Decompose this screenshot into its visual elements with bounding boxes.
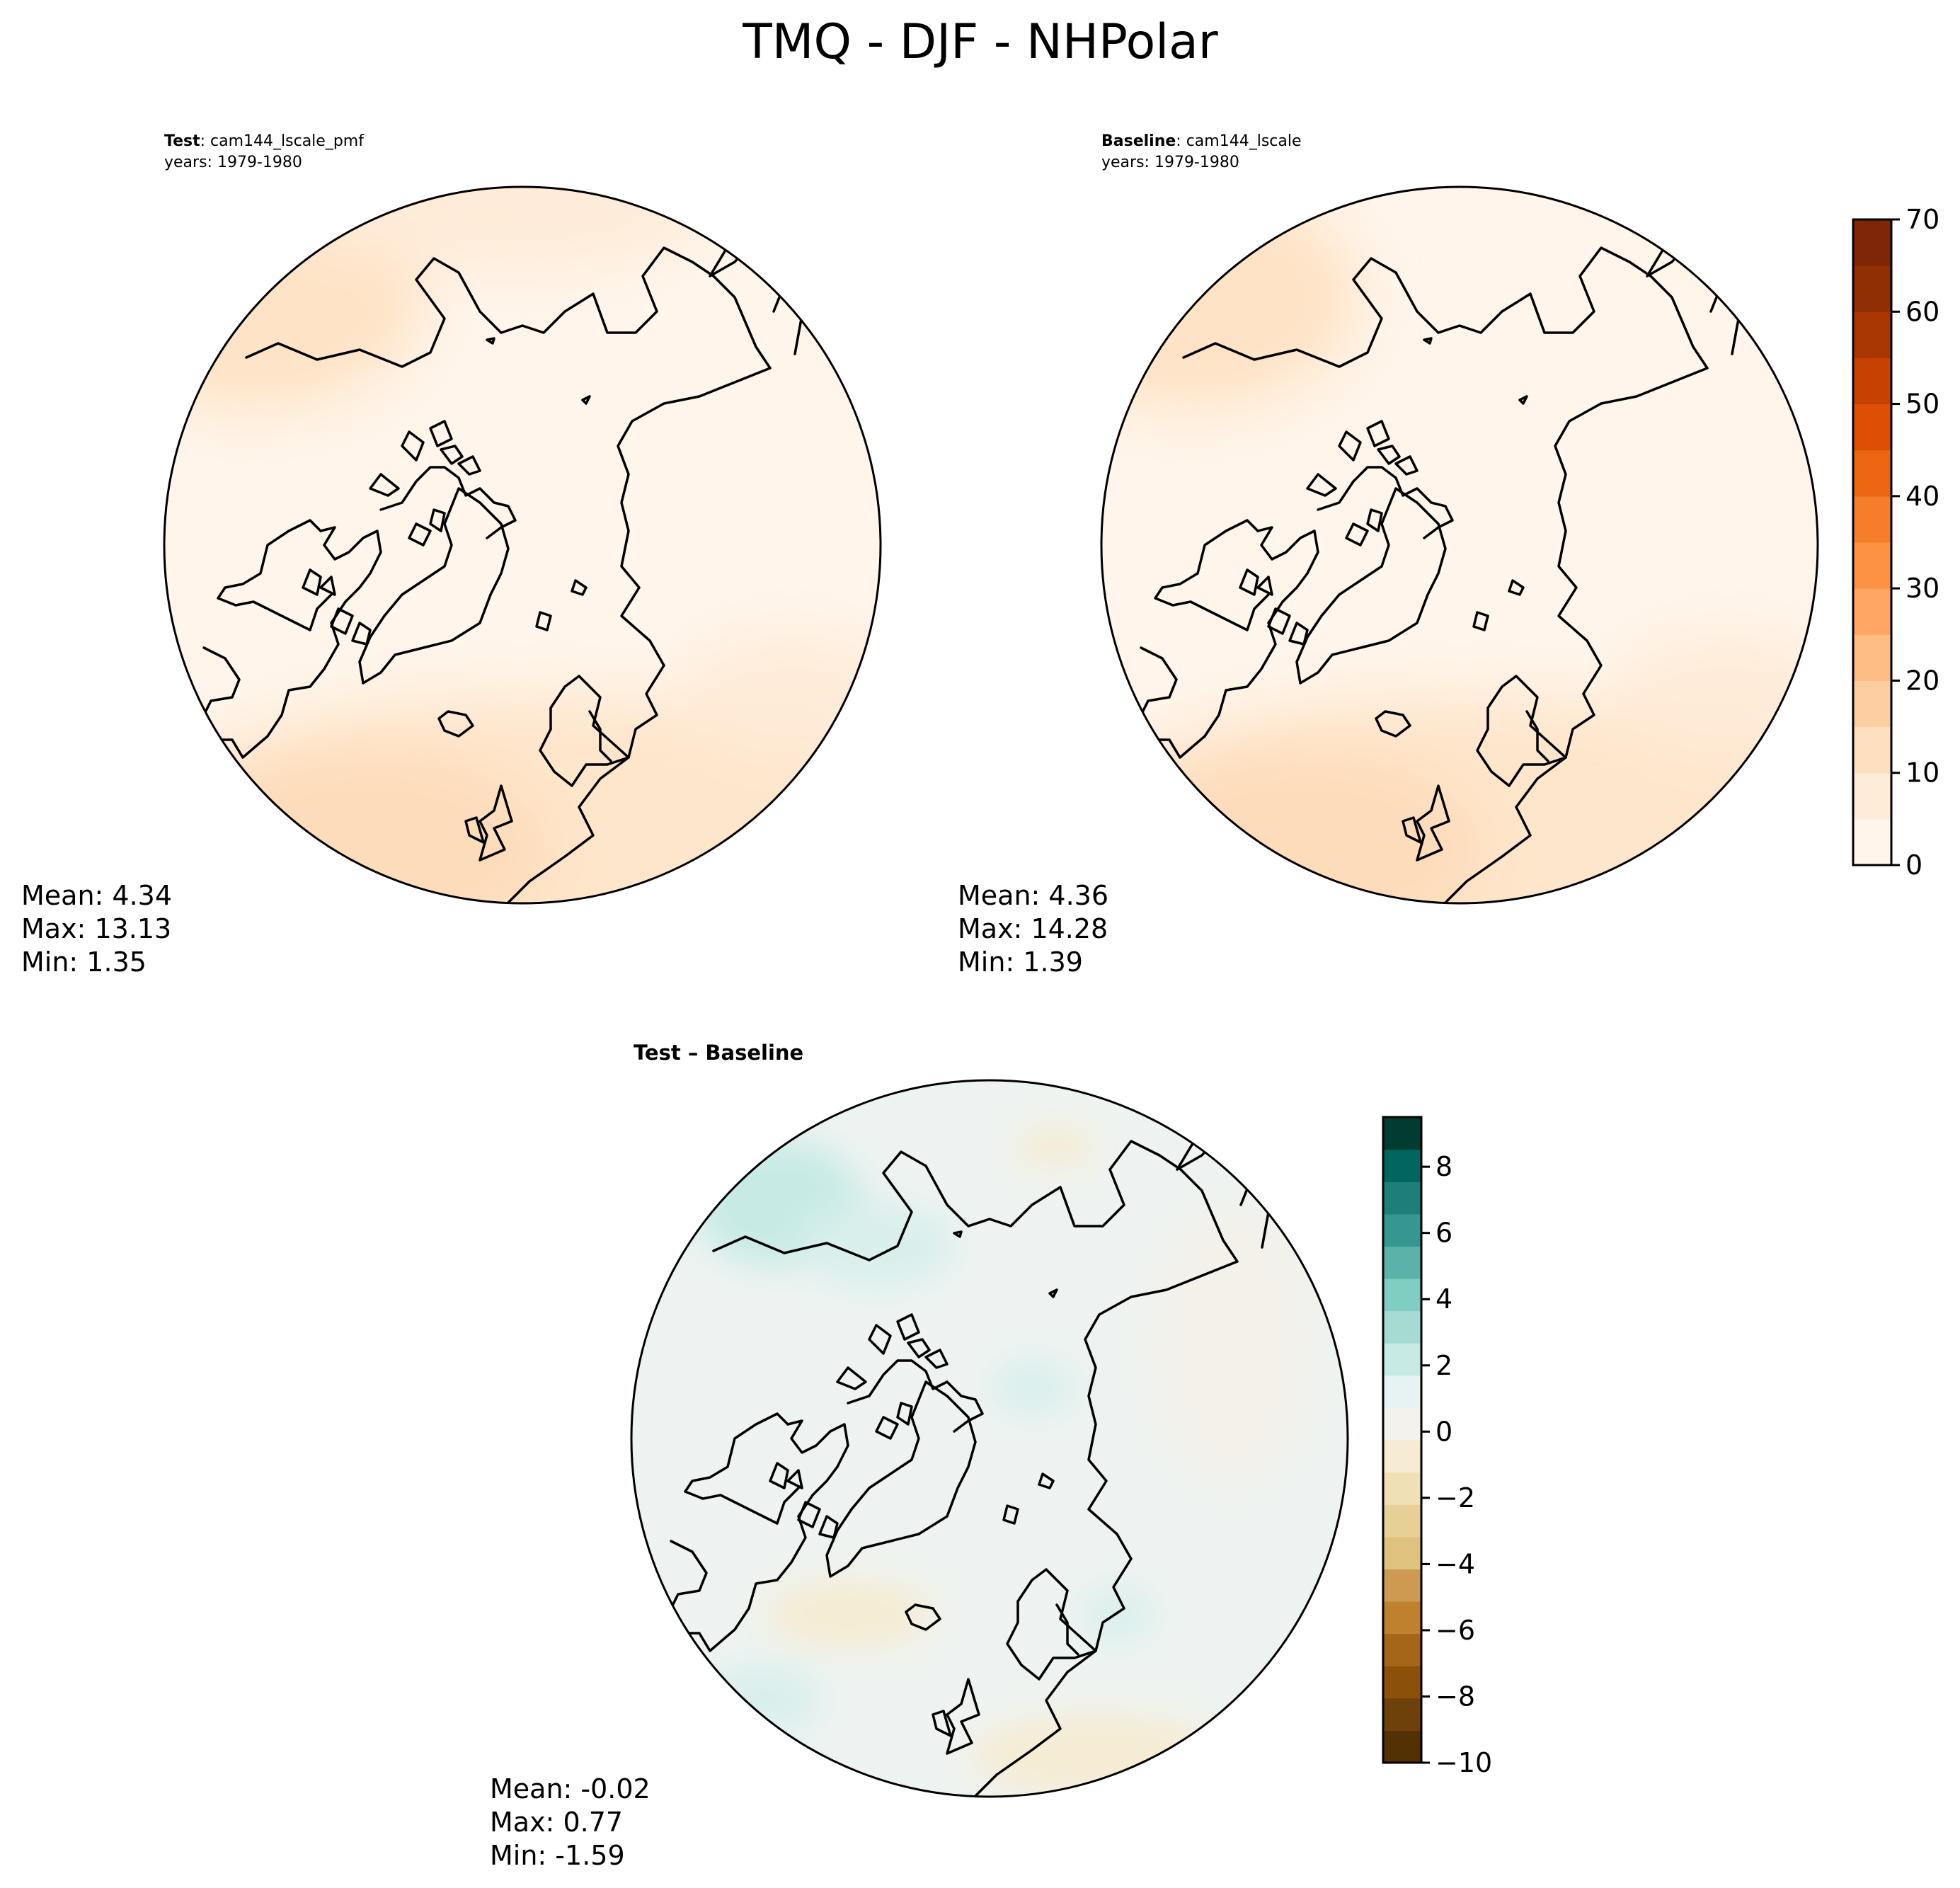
stat-min-diff: Min: -1.59 — [490, 1840, 625, 1871]
stat-mean-diff: Mean: -0.02 — [490, 1773, 651, 1804]
colorbar-diff-tick-label: −6 — [1435, 1615, 1475, 1646]
colorbar-diff-tick-label: −8 — [1435, 1681, 1475, 1712]
colorbar-diff-swatch — [1383, 1246, 1421, 1279]
colorbar-diff-swatch — [1383, 1343, 1421, 1376]
panel-test-label-rest: : cam144_lscale_pmf — [200, 132, 365, 150]
panel-test-years: years: 1979-1980 — [164, 154, 302, 171]
colorbar-diff-tick-label: 8 — [1435, 1151, 1452, 1182]
panel-baseline-years: years: 1979-1980 — [1101, 154, 1239, 171]
colorbar-abs-tick-label: 50 — [1905, 389, 1939, 420]
colorbar-diff-swatch — [1383, 1278, 1421, 1312]
colorbar-diff-swatch — [1383, 1375, 1421, 1408]
colorbar-abs-swatch — [1853, 818, 1891, 866]
panel-test-label: Test: cam144_lscale_pmf — [164, 132, 365, 150]
colorbar-diff-swatch — [1383, 1407, 1421, 1441]
polar-map-baseline — [1101, 187, 1818, 903]
colorbar-abs-swatch — [1853, 726, 1891, 774]
panel-diff-label: Test – Baseline — [634, 1041, 803, 1065]
colorbar-abs-tick-label: 10 — [1905, 757, 1939, 789]
colorbar-abs-swatch — [1853, 450, 1891, 497]
colorbar-diff-tick-label: 2 — [1435, 1350, 1452, 1381]
colorbar-diff-swatch — [1383, 1504, 1421, 1538]
colorbar-diff-swatch — [1383, 1440, 1421, 1473]
panel-baseline-label-rest: : cam144_lscale — [1176, 132, 1301, 150]
panel-diff: Test – Baseline Mean: -0.02 Max: 0.77 Mi… — [490, 1041, 1349, 1871]
polar-map-test — [164, 187, 881, 903]
colorbar-abs-swatch — [1853, 588, 1891, 635]
colorbar-diff-tick-label: −2 — [1435, 1482, 1475, 1514]
colorbar-abs-swatch — [1853, 219, 1891, 266]
colorbar-diff-swatch — [1383, 1182, 1421, 1215]
colorbar-abs-swatch — [1853, 634, 1891, 682]
colorbar-diff-swatch — [1383, 1310, 1421, 1344]
map-boundary-baseline — [1100, 185, 1819, 905]
colorbar-diff-swatch — [1383, 1569, 1421, 1602]
colorbar-abs-tick-label: 20 — [1905, 665, 1939, 696]
colorbar-abs-tick-label: 40 — [1905, 481, 1939, 512]
stat-mean-baseline: Mean: 4.36 — [958, 880, 1108, 911]
panel-test-label-bold: Test — [164, 132, 200, 150]
panel-baseline-label-bold: Baseline — [1101, 132, 1176, 150]
colorbar-diff-tick-label: 0 — [1435, 1416, 1452, 1447]
stat-max-test: Max: 13.13 — [21, 913, 171, 944]
colorbar-diff-swatch — [1383, 1213, 1421, 1247]
colorbar-abs-tick-label: 60 — [1905, 296, 1939, 327]
polar-map-diff — [631, 1080, 1348, 1797]
colorbar-abs-frame — [1852, 218, 1893, 866]
stat-max-baseline: Max: 14.28 — [958, 913, 1108, 944]
colorbar-abs-tick-label: 0 — [1905, 849, 1922, 881]
colorbar-abs-swatch — [1853, 496, 1891, 543]
colorbar-diff-swatch — [1383, 1536, 1421, 1569]
stat-max-diff: Max: 0.77 — [490, 1807, 623, 1838]
map-boundary-test — [163, 185, 882, 905]
panel-test: Test: cam144_lscale_pmf years: 1979-1980… — [21, 132, 882, 978]
colorbar-diff-tick-label: 4 — [1435, 1283, 1452, 1315]
panel-baseline-label: Baseline: cam144_lscale — [1101, 132, 1302, 150]
colorbar-diff-swatch — [1383, 1117, 1421, 1150]
panel-baseline: Baseline: cam144_lscale years: 1979-1980… — [958, 132, 1819, 978]
colorbar-diff-swatch — [1383, 1149, 1421, 1182]
colorbar-diff-tick-label: 6 — [1435, 1218, 1452, 1249]
stat-min-baseline: Min: 1.39 — [958, 946, 1083, 978]
colorbar-diff-swatch — [1383, 1601, 1421, 1635]
colorbar-abs-swatch — [1853, 265, 1891, 312]
colorbar-diff: 8 6 4 2 0 −2 −4 −6 −8 −10 — [1382, 1116, 1492, 1778]
colorbar-abs-swatch — [1853, 357, 1891, 405]
colorbar-diff-swatch — [1383, 1666, 1421, 1699]
colorbar-diff-swatch — [1383, 1698, 1421, 1731]
colorbar-diff-frame — [1382, 1116, 1423, 1764]
colorbar-abs-tick-label: 70 — [1905, 204, 1939, 235]
colorbar-abs-swatch — [1853, 404, 1891, 451]
colorbar-abs: 0 10 20 30 40 50 60 70 — [1852, 204, 1939, 881]
map-boundary-diff — [630, 1079, 1349, 1798]
colorbar-diff-tick-label: −10 — [1435, 1747, 1492, 1778]
colorbar-diff-tick-label: −4 — [1435, 1548, 1475, 1579]
colorbar-abs-tick-label: 30 — [1905, 573, 1939, 604]
colorbar-abs-swatch — [1853, 680, 1891, 728]
colorbar-abs-swatch — [1853, 542, 1891, 589]
colorbar-abs-swatch — [1853, 311, 1891, 359]
colorbar-diff-swatch — [1383, 1730, 1421, 1763]
colorbar-diff-swatch — [1383, 1633, 1421, 1666]
stat-mean-test: Mean: 4.34 — [21, 880, 172, 911]
figure-title: TMQ - DJF - NHPolar — [742, 14, 1218, 70]
stat-min-test: Min: 1.35 — [21, 946, 147, 978]
colorbar-diff-swatch — [1383, 1472, 1421, 1505]
colorbar-abs-swatch — [1853, 772, 1891, 820]
